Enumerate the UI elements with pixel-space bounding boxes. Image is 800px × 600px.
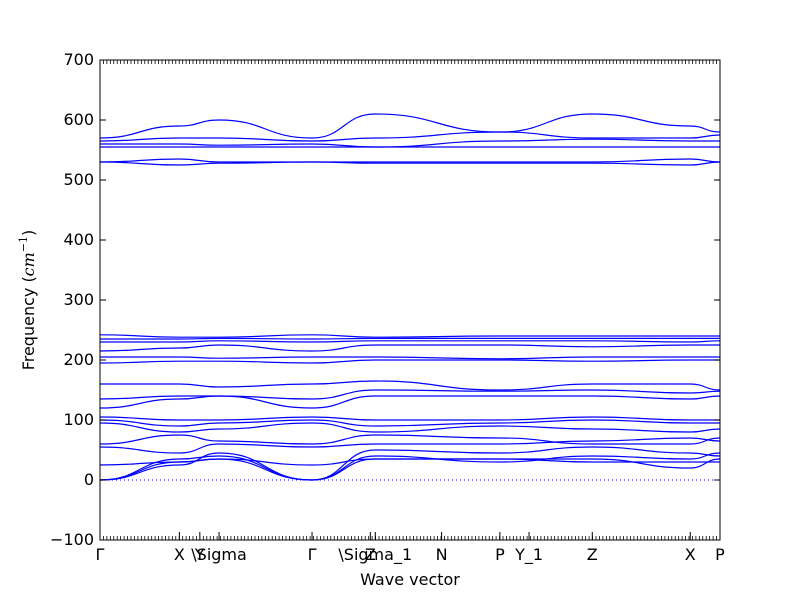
y-tick-label: 0 (84, 470, 94, 489)
band-line-4 (99, 458, 720, 466)
band-line-8 (99, 419, 720, 427)
x-tick-label: \Sigma_1 (338, 545, 412, 565)
y-axis-label-text: Frequency (19, 288, 38, 371)
band-line-16 (99, 340, 721, 343)
y-tick-label: −100 (50, 530, 94, 549)
x-tick-label: N (436, 545, 448, 564)
x-tick-label: Y (194, 545, 205, 564)
band-line-13 (99, 359, 720, 364)
band-line-6 (99, 434, 721, 445)
x-tick-labels: Γ X Y\Sigma Γ Z\Sigma_1 N P Y_1 Z X P (96, 545, 726, 565)
band-line-23 (99, 131, 721, 142)
y-tick-label: 400 (63, 230, 94, 249)
band-line-12 (99, 380, 721, 391)
band-line-5 (99, 437, 721, 454)
y-tick-label: 600 (63, 110, 94, 129)
band-line-20 (99, 161, 721, 166)
y-axis-unit-exponent: −1 (17, 236, 30, 252)
y-tick-labels: −100 0 100 200 300 400 500 600 700 (50, 50, 94, 549)
band-line-24 (99, 113, 721, 139)
band-line-10 (99, 395, 721, 409)
x-tick-label: Γ (96, 545, 105, 564)
y-axis-unit: cm (19, 252, 38, 276)
x-tick-label: Y_1 (514, 545, 543, 565)
band-line-9 (99, 416, 720, 421)
y-axis-label: Frequency (cm−1) (17, 230, 38, 371)
band-line-18 (99, 334, 720, 338)
y-tick-label: 700 (63, 50, 94, 69)
x-tick-label: P (495, 545, 505, 564)
x-tick-label: \Sigma (191, 545, 247, 564)
axes-frame (99, 59, 721, 541)
x-tick-label: X (685, 545, 696, 564)
band-line-7 (99, 422, 721, 433)
band-lines (99, 113, 721, 481)
x-tick-label: P (715, 545, 725, 564)
y-tick-label: 500 (63, 170, 94, 189)
band-line-17 (100, 337, 720, 340)
x-tick-label: Z (365, 545, 376, 564)
x-tick-label: Z (587, 545, 598, 564)
band-line-19 (99, 158, 721, 163)
band-line-14 (100, 356, 720, 360)
x-tick-label: X (174, 545, 185, 564)
y-tick-label: 200 (63, 350, 94, 369)
y-tick-label: 300 (63, 290, 94, 309)
band-line-15 (99, 344, 720, 352)
y-tick-label: 100 (63, 410, 94, 429)
band-line-22 (100, 138, 720, 148)
band-line-11 (99, 389, 721, 400)
x-axis-label: Wave vector (360, 570, 460, 589)
x-tick-label: Γ (308, 545, 317, 564)
